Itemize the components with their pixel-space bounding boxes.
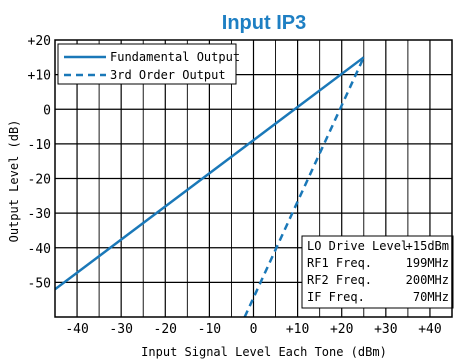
- x-tick-label: +20: [330, 322, 353, 337]
- plot-frame: [54, 39, 453, 318]
- series-lines: [55, 56, 365, 317]
- x-tick-label: +10: [286, 322, 309, 337]
- x-tick-label: +30: [374, 322, 397, 337]
- y-tick-label: +10: [28, 69, 51, 84]
- legend: Fundamental Output 3rd Order Output: [57, 43, 240, 85]
- x-tick-label: -40: [65, 322, 88, 337]
- x-tick-label: 0: [250, 322, 258, 337]
- conditions-box-frame: [301, 235, 454, 309]
- condition-value-rf1: 199MHz: [406, 256, 449, 270]
- x-tick-label: -20: [154, 322, 177, 337]
- x-tick-labels: -40 -30 -20 -10 0 +10 +20 +30 +40: [65, 322, 441, 337]
- condition-label-rf2: RF2 Freq.: [307, 273, 372, 287]
- condition-value-if: 70MHz: [413, 290, 449, 304]
- x-tick-label: -30: [109, 322, 132, 337]
- condition-value-rf2: 200MHz: [406, 273, 449, 287]
- x-axis-label: Input Signal Level Each Tone (dBm): [141, 345, 387, 359]
- x-tick-label: +40: [418, 322, 441, 337]
- y-tick-label: -20: [28, 173, 51, 188]
- x-tick-label: -10: [198, 322, 221, 337]
- condition-value-lo: +15dBm: [406, 239, 449, 253]
- legend-label-third-order: 3rd Order Output: [110, 68, 226, 82]
- y-tick-label: 0: [43, 103, 51, 118]
- series-line-fundamental: [55, 56, 365, 291]
- condition-label-if: IF Freq.: [307, 290, 365, 304]
- condition-label-lo: LO Drive Level: [307, 239, 408, 253]
- y-tick-label: -40: [28, 242, 51, 257]
- legend-label-fundamental: Fundamental Output: [110, 50, 240, 64]
- y-tick-label: -10: [28, 138, 51, 153]
- y-axis-label: Output Level (dB): [7, 120, 21, 243]
- y-tick-label: -30: [28, 207, 51, 222]
- chart-title: Input IP3: [222, 12, 306, 34]
- y-tick-label: +20: [28, 34, 51, 49]
- y-tick-label: -50: [28, 276, 51, 291]
- conditions-box: LO Drive Level +15dBm RF1 Freq. 199MHz R…: [301, 235, 454, 309]
- legend-box: [57, 43, 237, 85]
- condition-label-rf1: RF1 Freq.: [307, 256, 372, 270]
- y-tick-labels: +20 +10 0 -10 -20 -30 -40 -50: [28, 34, 51, 291]
